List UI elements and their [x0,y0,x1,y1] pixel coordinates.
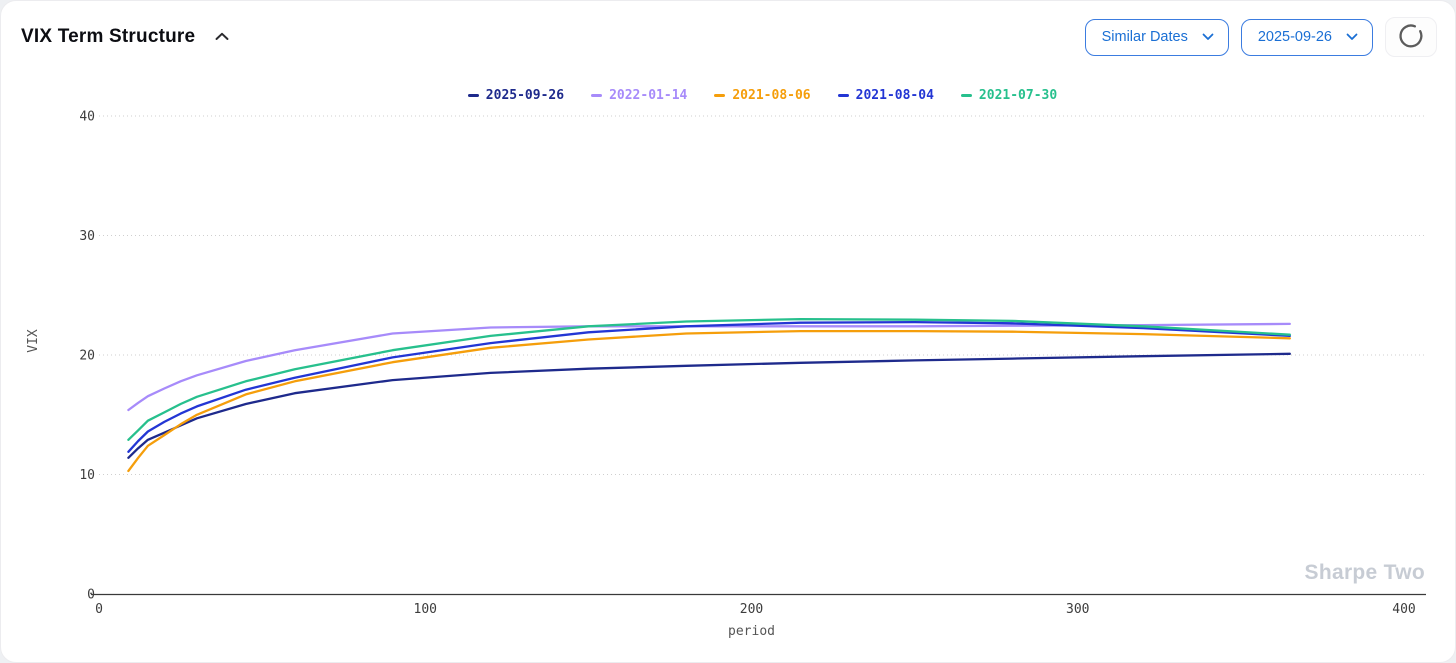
legend-label: 2021-08-06 [732,88,811,103]
series-line-2021-08-04 [127,320,1291,453]
refresh-button[interactable] [1385,17,1437,57]
chevron-up-icon [215,29,229,44]
legend-dash-icon [714,94,726,97]
legend-label: 2022-01-14 [609,88,688,103]
card-header: VIX Term Structure Similar Dates 2025-09… [1,1,1455,73]
y-tick-label: 10 [79,468,95,483]
chart-legend: 2025-09-26 2022-01-14 2021-08-06 2021-08-04… [99,88,1426,103]
header-controls: Similar Dates 2025-09-26 [1084,17,1437,57]
y-tick-label: 30 [79,229,95,244]
page-title: VIX Term Structure [21,25,196,47]
date-select-value: 2025-09-26 [1257,29,1332,45]
y-tick-label: 40 [79,110,95,125]
series-line-2021-08-06 [127,329,1291,473]
watermark: Sharpe Two [1304,561,1425,584]
legend-label: 2025-09-26 [485,88,565,103]
series-line-2025-09-26 [127,352,1291,459]
y-axis-title: VIX [26,329,41,353]
similar-dates-select[interactable]: Similar Dates [1084,18,1229,56]
collapse-button[interactable] [211,25,233,48]
legend-dash-icon [960,94,972,97]
legend-item-2021-07-30[interactable]: 2021-07-30 [960,88,1058,103]
legend-item-2021-08-04[interactable]: 2021-08-04 [837,88,934,103]
y-tick-label: 0 [87,588,95,603]
spinner-icon [1398,23,1424,52]
legend-label: 2021-07-30 [978,88,1058,103]
x-axis-title: period [728,624,775,639]
legend-item-2025-09-26[interactable]: 2025-09-26 [467,88,565,103]
series-line-2022-01-14 [127,322,1291,412]
date-select[interactable]: 2025-09-26 [1240,18,1373,56]
legend-dash-icon [591,94,603,97]
x-tick-label: 200 [740,602,763,617]
similar-dates-value: Similar Dates [1101,29,1188,45]
legend-dash-icon [467,94,479,97]
legend-label: 2021-08-04 [855,88,934,103]
x-tick-label: 400 [1392,602,1415,617]
x-tick-label: 0 [95,602,103,617]
x-tick-label: 300 [1066,602,1089,617]
legend-item-2022-01-14[interactable]: 2022-01-14 [591,88,687,103]
legend-dash-icon [837,94,849,97]
series-line-2021-07-30 [127,317,1291,441]
y-tick-label: 20 [79,349,95,364]
legend-item-2021-08-06[interactable]: 2021-08-06 [714,88,811,103]
x-tick-label: 100 [414,602,437,617]
chevron-down-icon [1346,29,1358,45]
chevron-down-icon [1202,29,1214,45]
